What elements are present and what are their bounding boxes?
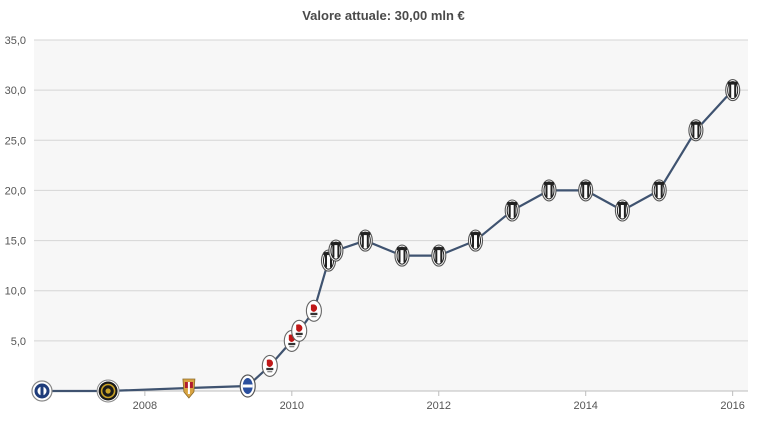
juventus-badge-marker[interactable]	[357, 229, 373, 252]
y-tick-label: 35,0	[5, 35, 26, 47]
bari-badge-marker[interactable]	[261, 354, 278, 377]
x-tick-label: 2016	[720, 400, 744, 412]
inter-badge-marker[interactable]	[96, 379, 120, 403]
y-tick-label: 30,0	[5, 85, 26, 97]
y-tick-label: 20,0	[5, 185, 26, 197]
x-tick-label: 2014	[573, 400, 597, 412]
bari-badge-marker[interactable]	[291, 319, 308, 342]
y-tick-label: 15,0	[5, 236, 26, 248]
y-axis-ticks: 5,0 10,0 15,0 20,0 25,0 30,0 35,0	[5, 35, 26, 348]
club-badge-markers	[31, 79, 741, 403]
genoa-badge-marker[interactable]	[182, 378, 196, 399]
juventus-badge-marker[interactable]	[578, 179, 594, 202]
sampdoria-badge-marker[interactable]	[239, 374, 256, 398]
juventus-badge-marker[interactable]	[504, 199, 520, 222]
juventus-badge-marker[interactable]	[541, 179, 557, 202]
juventus-badge-marker[interactable]	[328, 239, 344, 262]
y-tick-label: 25,0	[5, 135, 26, 147]
juventus-badge-marker[interactable]	[394, 244, 410, 267]
grid-lines	[34, 39, 748, 342]
bari-badge-marker[interactable]	[305, 299, 322, 322]
x-axis-ticks: 2008 2010 2012 2014 2016	[133, 391, 745, 412]
juventus-badge-marker[interactable]	[467, 229, 484, 252]
juventus-badge-marker[interactable]	[725, 79, 741, 102]
x-tick-label: 2008	[133, 400, 157, 412]
x-tick-label: 2010	[280, 400, 304, 412]
y-tick-label: 5,0	[11, 336, 26, 348]
atalanta-badge-marker[interactable]	[31, 380, 53, 402]
juventus-badge-marker[interactable]	[651, 179, 667, 202]
plot-area	[34, 40, 748, 391]
juventus-badge-marker[interactable]	[688, 119, 704, 142]
juventus-badge-marker[interactable]	[614, 199, 630, 222]
y-tick-label: 10,0	[5, 286, 26, 298]
chart-title: Valore attuale: 30,00 mln €	[302, 8, 465, 23]
x-tick-label: 2012	[427, 400, 451, 412]
juventus-badge-marker[interactable]	[431, 244, 447, 267]
